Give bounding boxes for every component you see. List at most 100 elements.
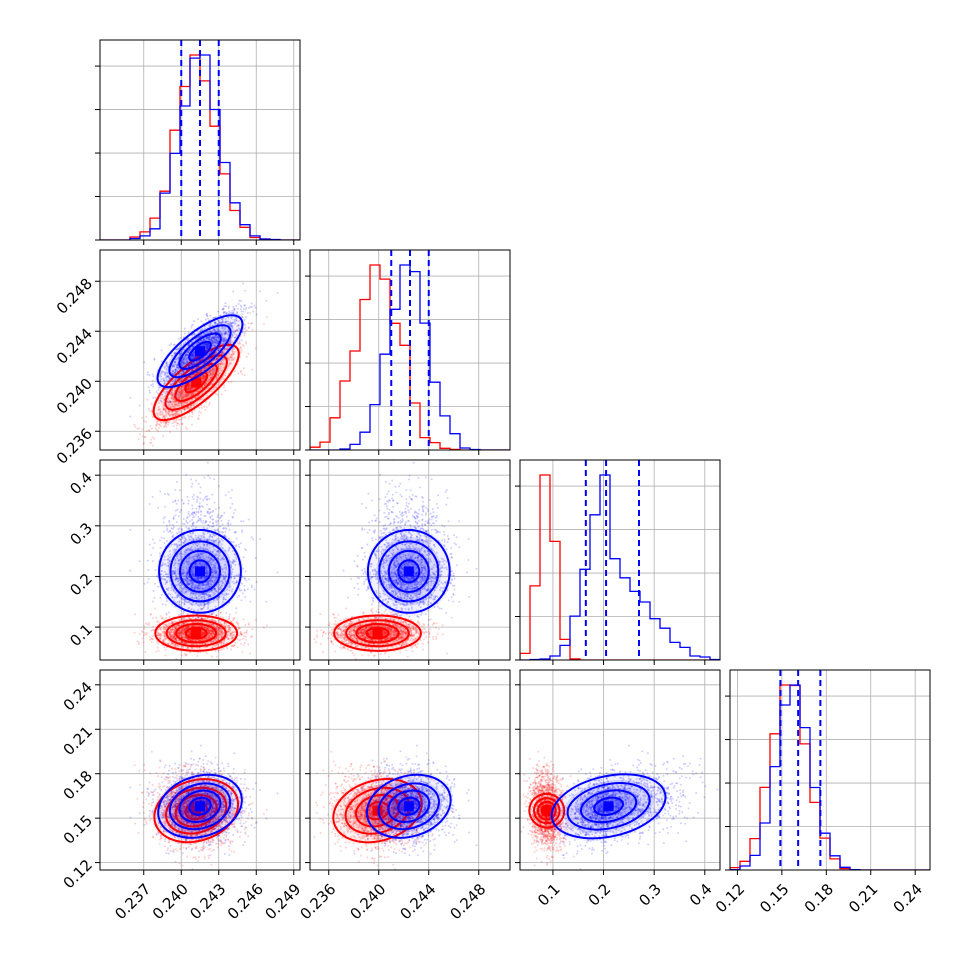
sample-point: [247, 644, 249, 646]
sample-point: [245, 341, 247, 343]
sample-point: [148, 430, 150, 432]
sample-point: [181, 423, 183, 425]
sample-point: [205, 319, 207, 321]
sample-point: [142, 435, 144, 437]
panel-2-2: [305, 250, 510, 455]
panel-1-1: [95, 40, 300, 245]
sample-point: [148, 390, 150, 392]
sample-point: [176, 425, 178, 427]
sample-point: [181, 418, 183, 420]
sample-point: [158, 650, 160, 652]
sample-point: [145, 421, 147, 423]
sample-point: [163, 426, 165, 428]
sample-point: [200, 412, 202, 414]
sample-point: [232, 291, 234, 293]
sample-point: [152, 380, 154, 382]
sample-point: [235, 305, 237, 307]
sample-point: [149, 442, 151, 444]
sample-point: [160, 615, 162, 617]
sample-point: [141, 417, 143, 419]
sample-point: [259, 290, 261, 292]
sample-point: [158, 427, 160, 429]
sample-point: [200, 320, 202, 322]
sample-point: [129, 416, 131, 418]
sample-point: [155, 651, 157, 653]
sample-point: [143, 626, 145, 628]
sample-point: [252, 329, 254, 331]
sample-point: [251, 306, 253, 308]
sample-point: [252, 628, 254, 630]
sample-point: [138, 438, 140, 440]
sample-point: [197, 318, 199, 320]
sample-point: [155, 425, 157, 427]
sample-point: [251, 322, 253, 324]
sample-point: [211, 656, 213, 658]
sample-point: [224, 311, 226, 313]
sample-point: [147, 371, 149, 373]
sample-point: [266, 316, 268, 318]
sample-point: [152, 397, 154, 399]
sample-point: [175, 421, 177, 423]
sample-point: [178, 338, 180, 340]
sample-point: [236, 621, 238, 623]
sample-point: [145, 416, 147, 418]
sample-point: [152, 383, 154, 385]
sample-point: [193, 320, 195, 322]
sample-point: [167, 424, 169, 426]
sample-point: [154, 359, 156, 361]
sample-point: [148, 408, 150, 410]
sample-point: [242, 638, 244, 640]
sample-point: [243, 635, 245, 637]
sample-point: [237, 373, 239, 375]
sample-point: [247, 312, 249, 314]
sample-point: [180, 337, 182, 339]
sample-point: [155, 427, 157, 429]
sample-point: [134, 426, 136, 428]
sample-point: [232, 306, 234, 308]
sample-point: [146, 399, 148, 401]
sample-point: [228, 381, 230, 383]
sample-point: [157, 643, 159, 645]
sample-point: [207, 317, 209, 319]
sample-point: [251, 369, 253, 371]
sample-point: [251, 302, 253, 304]
sample-point: [242, 283, 244, 285]
sample-point: [187, 418, 189, 420]
sample-point: [191, 416, 193, 418]
sample-point: [241, 313, 243, 315]
sample-point: [244, 642, 246, 644]
sample-point: [152, 374, 154, 376]
sample-point: [186, 654, 188, 656]
sample-point: [198, 415, 200, 417]
sample-point: [138, 427, 140, 429]
sample-point: [142, 428, 144, 430]
sample-point: [246, 632, 248, 634]
sample-point: [176, 428, 178, 430]
sample-point: [134, 424, 136, 426]
sample-point: [235, 612, 237, 614]
sample-point: [245, 343, 247, 345]
sample-point: [240, 643, 242, 645]
sample-point: [159, 424, 161, 426]
sample-point: [156, 422, 158, 424]
sample-point: [266, 624, 268, 626]
sample-point: [198, 411, 200, 413]
sample-point: [206, 315, 208, 317]
sample-point: [239, 341, 241, 343]
sample-point: [241, 339, 243, 341]
sample-point: [206, 313, 208, 315]
sample-point: [144, 436, 146, 438]
sample-point: [265, 300, 267, 302]
sample-point: [197, 417, 199, 419]
sample-point: [222, 308, 224, 310]
sample-point: [184, 328, 186, 330]
sample-point: [209, 315, 211, 317]
sample-point: [129, 397, 131, 399]
sample-point: [254, 305, 256, 307]
sample-point: [244, 333, 246, 335]
sample-point: [191, 424, 193, 426]
sample-point: [173, 425, 175, 427]
sample-point: [217, 394, 219, 396]
sample-point: [143, 641, 145, 643]
sample-point: [139, 633, 141, 635]
